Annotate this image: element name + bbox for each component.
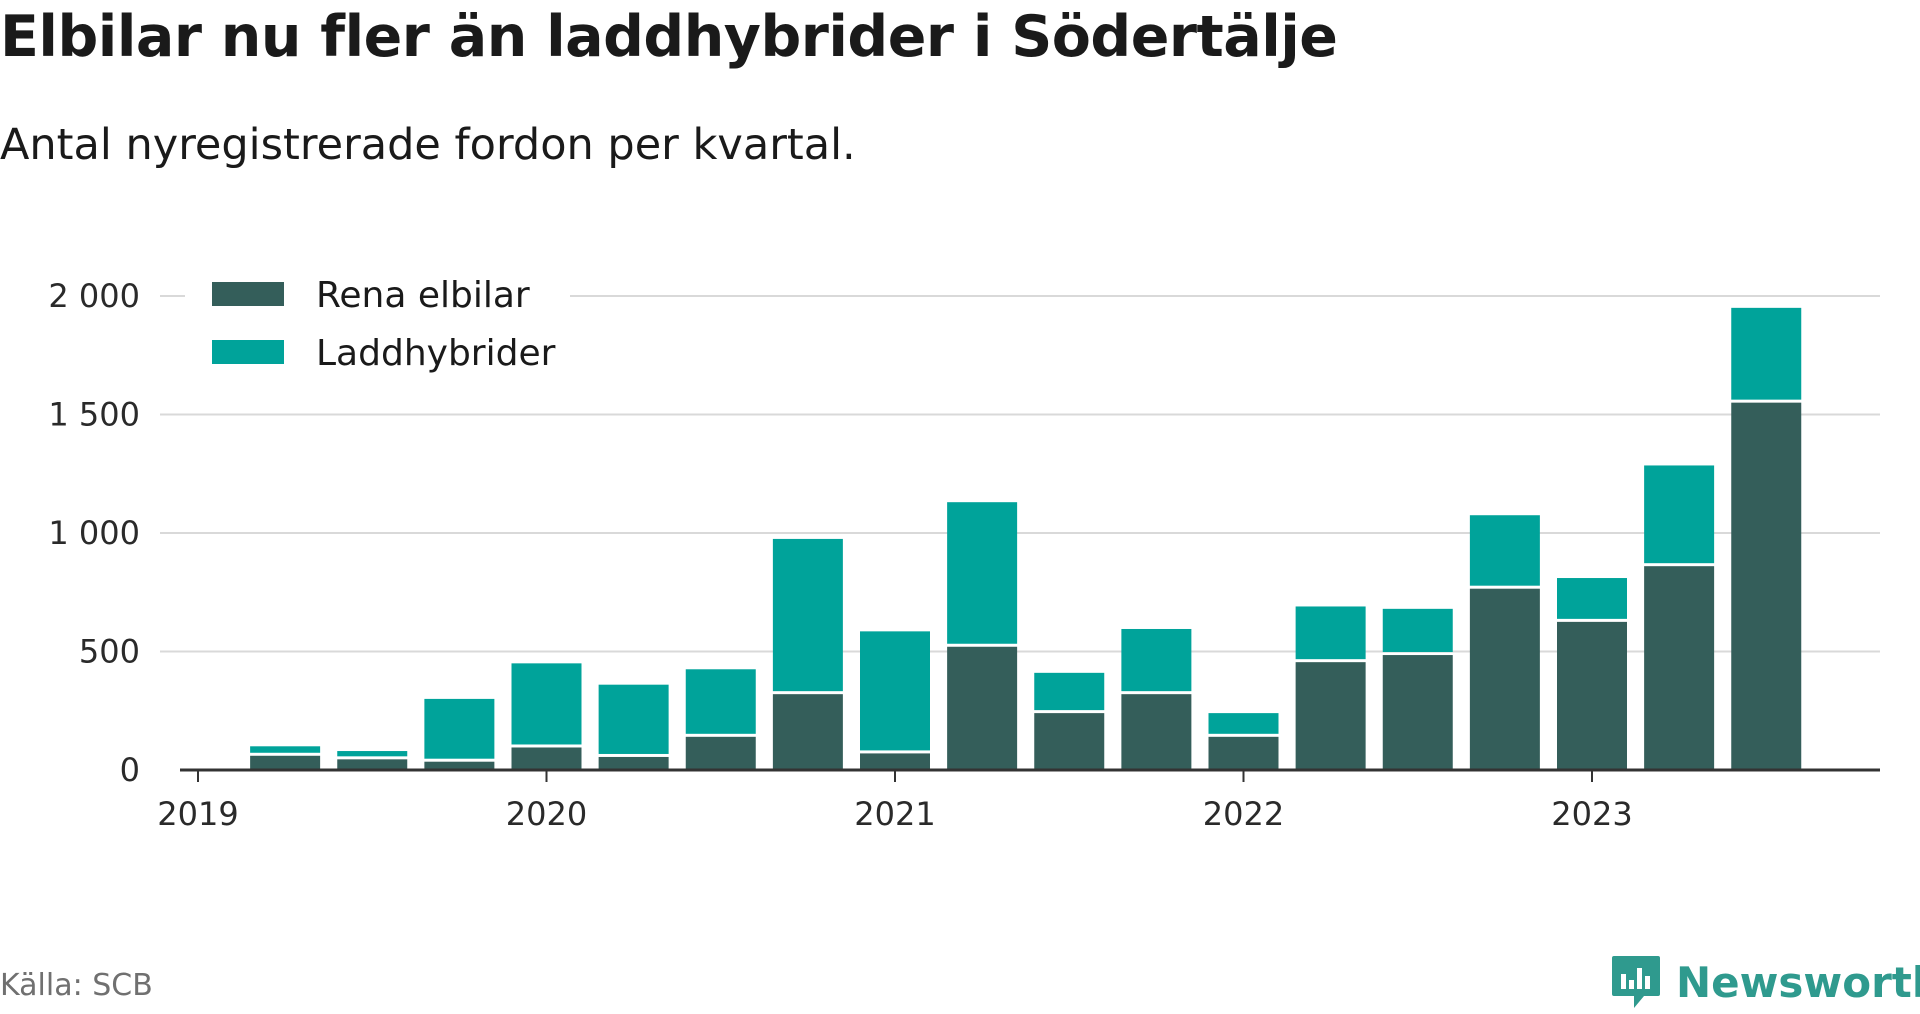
brand-logo[interactable]: Newsworthy — [1610, 950, 1920, 1014]
newsworthy-logo-icon — [1612, 956, 1660, 1008]
legend-swatch — [212, 340, 284, 364]
brand-name: Newsworthy — [1676, 957, 1920, 1007]
bar-laddhybrider — [337, 751, 408, 757]
bar-laddhybrider — [947, 502, 1018, 644]
bar-rena-elbilar — [1121, 694, 1192, 770]
bar-rena-elbilar — [1295, 662, 1366, 770]
bar-rena-elbilar — [511, 747, 582, 770]
y-tick-label: 2 000 — [48, 277, 140, 315]
bar-laddhybrider — [860, 631, 930, 751]
source-note: Källa: SCB — [0, 968, 153, 1003]
legend: Rena elbilar Laddhybrider — [185, 270, 570, 380]
bar-laddhybrider — [1644, 465, 1715, 564]
bar-laddhybrider — [1121, 628, 1192, 692]
legend-label: Rena elbilar — [316, 275, 530, 316]
bar-laddhybrider — [250, 746, 321, 753]
bar-laddhybrider — [511, 663, 582, 745]
bar-rena-elbilar — [598, 756, 669, 770]
bar-laddhybrider — [1295, 606, 1366, 660]
bar-rena-elbilar — [772, 694, 843, 770]
y-tick-label: 500 — [79, 633, 140, 671]
bar-rena-elbilar — [1034, 713, 1105, 770]
bar-laddhybrider — [1034, 672, 1105, 711]
y-tick-label: 1 000 — [48, 514, 140, 552]
bar-rena-elbilar — [1557, 621, 1627, 770]
bar-rena-elbilar — [860, 753, 930, 770]
bar-laddhybrider — [424, 698, 495, 759]
bar-rena-elbilar — [1208, 736, 1279, 770]
bar-rena-elbilar — [947, 646, 1018, 770]
x-tick-label: 2023 — [1551, 795, 1632, 833]
x-tick-label: 2019 — [157, 795, 238, 833]
bar-rena-elbilar — [1731, 402, 1802, 770]
chart-title: Elbilar nu fler än laddhybrider i Södert… — [0, 4, 1338, 70]
bar-laddhybrider — [685, 669, 756, 734]
bar-rena-elbilar — [337, 759, 408, 770]
bar-rena-elbilar — [1644, 566, 1715, 770]
x-tick-label: 2021 — [854, 795, 935, 833]
axes: 0 500 1 000 1 500 2 000 2019 2020 2021 2022 2023 — [48, 277, 1880, 833]
y-tick-label: 1 500 — [48, 396, 140, 434]
bar-rena-elbilar — [250, 755, 321, 770]
bar-rena-elbilar — [424, 761, 495, 770]
bar-rena-elbilar — [1382, 655, 1453, 770]
bar-laddhybrider — [598, 684, 669, 754]
bar-rena-elbilar — [685, 736, 756, 770]
bar-laddhybrider — [1731, 307, 1802, 400]
bars — [250, 307, 1802, 770]
legend-swatch — [212, 282, 284, 306]
bar-laddhybrider — [772, 538, 843, 692]
y-tick-label: 0 — [120, 751, 140, 789]
bar-laddhybrider — [1208, 713, 1279, 734]
legend-label: Laddhybrider — [316, 333, 556, 374]
x-tick-label: 2020 — [506, 795, 587, 833]
x-tick-label: 2022 — [1203, 795, 1284, 833]
bar-laddhybrider — [1382, 608, 1453, 653]
bar-laddhybrider — [1469, 515, 1540, 586]
bar-laddhybrider — [1557, 578, 1627, 619]
bar-rena-elbilar — [1469, 588, 1540, 770]
chart-subtitle: Antal nyregistrerade fordon per kvartal. — [0, 120, 856, 170]
